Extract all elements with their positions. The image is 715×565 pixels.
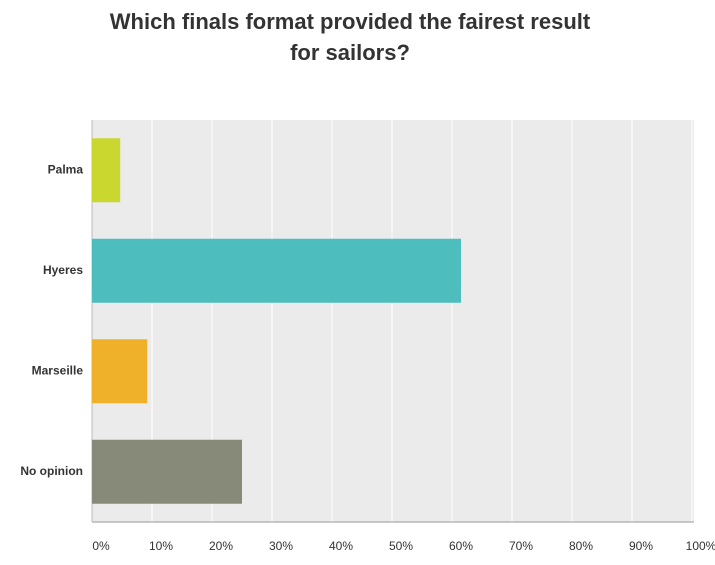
y-tick-label: Palma xyxy=(48,162,84,176)
x-tick-label: 10% xyxy=(149,539,173,553)
chart-title: Which finals format provided the fairest… xyxy=(109,9,591,65)
x-tick-label: 30% xyxy=(269,539,293,553)
x-tick-label: 70% xyxy=(509,539,533,553)
x-tick-label: 100% xyxy=(686,539,715,553)
x-tick-label: 40% xyxy=(329,539,353,553)
x-tick-label: 60% xyxy=(449,539,473,553)
y-tick-label: Marseille xyxy=(32,363,84,377)
bar xyxy=(92,439,242,504)
bar xyxy=(92,238,461,303)
bar xyxy=(92,138,121,203)
x-tick-label: 80% xyxy=(569,539,593,553)
x-tick-label: 0% xyxy=(92,539,110,553)
x-tick-label: 50% xyxy=(389,539,413,553)
bar xyxy=(92,339,148,404)
y-tick-label: No opinion xyxy=(20,464,83,478)
y-tick-label: Hyeres xyxy=(43,263,83,277)
x-tick-label: 20% xyxy=(209,539,233,553)
x-tick-label: 90% xyxy=(629,539,653,553)
